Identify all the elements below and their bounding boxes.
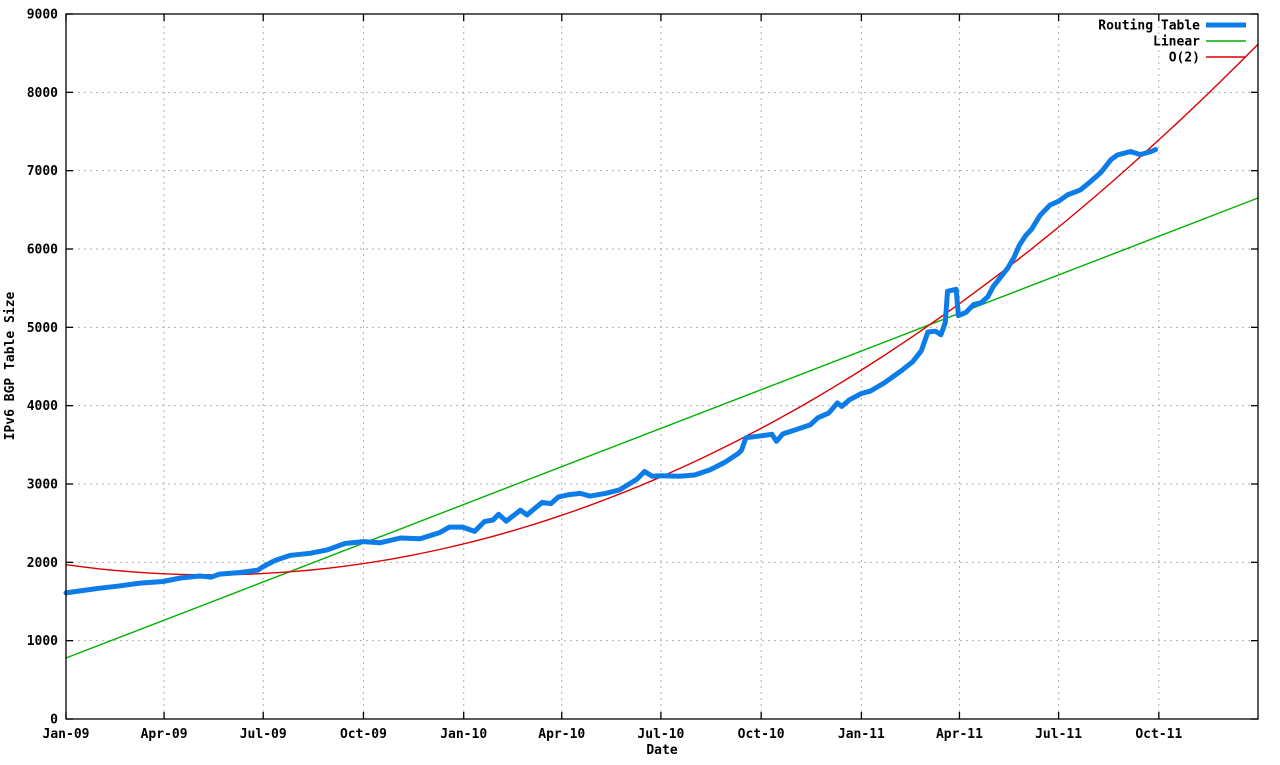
grid-layer: [66, 14, 1258, 719]
y-tick-label: 9000: [27, 8, 58, 23]
y-tick-label: 3000: [27, 478, 58, 493]
x-tick-label: Jan-11: [838, 727, 885, 742]
x-tick-label: Jul-11: [1035, 727, 1082, 742]
x-tick-label: Oct-09: [340, 727, 387, 742]
x-tick-label: Jan-10: [440, 727, 487, 742]
legend-label-o-2: O(2): [1169, 51, 1200, 66]
plot-border: [65, 13, 1259, 720]
series-layer: [63, 43, 1259, 659]
y-tick-label: 1000: [27, 634, 58, 649]
x-tick-label: Jul-10: [637, 727, 684, 742]
y-tick-label: 6000: [27, 243, 58, 258]
y-axis-title: IPv6 BGP Table Size: [3, 291, 18, 440]
series-linear: [65, 197, 1259, 659]
x-tick-label: Jul-09: [240, 727, 287, 742]
x-tick-label: Oct-11: [1135, 727, 1182, 742]
x-axis-title: Date: [646, 743, 677, 758]
x-tick-label: Apr-10: [538, 727, 585, 742]
legend-label-routing-table: Routing Table: [1098, 19, 1200, 34]
legend-label-linear: Linear: [1153, 35, 1200, 50]
y-tick-label: 4000: [27, 399, 58, 414]
y-tick-label: 8000: [27, 86, 58, 101]
plot-frame: [65, 13, 1259, 720]
x-tick-label: Apr-09: [141, 727, 188, 742]
x-tick-label: Oct-10: [738, 727, 785, 742]
series-o-2: [65, 43, 1259, 576]
y-tick-label: 7000: [27, 164, 58, 179]
tick-labels: Jan-09 Apr-09 Jul-09 Oct-09 Jan-10 Apr-10 Jul-…: [27, 8, 1183, 743]
x-tick-label: Jan-09: [43, 727, 90, 742]
y-tick-label: 0: [50, 713, 58, 728]
y-tick-label: 2000: [27, 556, 58, 571]
x-tick-label: Apr-11: [936, 727, 983, 742]
y-tick-label: 5000: [27, 321, 58, 336]
series-routing-table: [63, 147, 1159, 596]
